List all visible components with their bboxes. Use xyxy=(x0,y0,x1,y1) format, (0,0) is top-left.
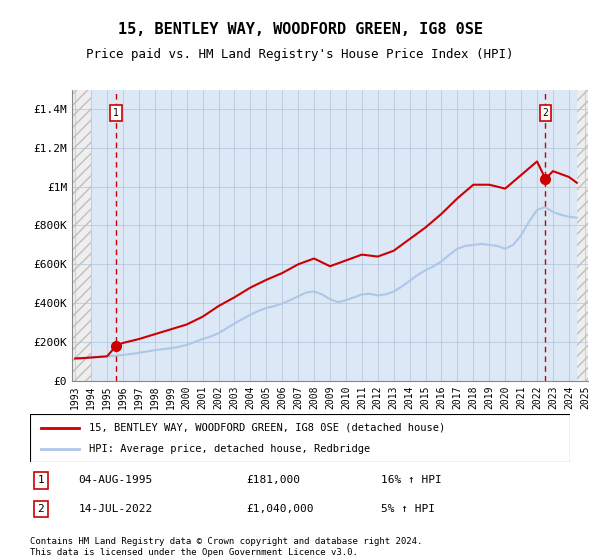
Text: 2: 2 xyxy=(542,108,548,118)
Text: 1: 1 xyxy=(37,475,44,485)
Text: 15, BENTLEY WAY, WOODFORD GREEN, IG8 0SE (detached house): 15, BENTLEY WAY, WOODFORD GREEN, IG8 0SE… xyxy=(89,423,446,433)
Text: HPI: Average price, detached house, Redbridge: HPI: Average price, detached house, Redb… xyxy=(89,444,371,454)
Bar xyxy=(72,90,91,381)
Text: 04-AUG-1995: 04-AUG-1995 xyxy=(79,475,153,485)
Text: 1: 1 xyxy=(113,108,119,118)
Text: 16% ↑ HPI: 16% ↑ HPI xyxy=(381,475,442,485)
Text: Price paid vs. HM Land Registry's House Price Index (HPI): Price paid vs. HM Land Registry's House … xyxy=(86,48,514,60)
Text: 15, BENTLEY WAY, WOODFORD GREEN, IG8 0SE: 15, BENTLEY WAY, WOODFORD GREEN, IG8 0SE xyxy=(118,22,482,38)
Text: This data is licensed under the Open Government Licence v3.0.: This data is licensed under the Open Gov… xyxy=(30,548,358,557)
Text: 2: 2 xyxy=(37,504,44,514)
Text: £1,040,000: £1,040,000 xyxy=(246,504,314,514)
Text: 5% ↑ HPI: 5% ↑ HPI xyxy=(381,504,435,514)
Text: Contains HM Land Registry data © Crown copyright and database right 2024.: Contains HM Land Registry data © Crown c… xyxy=(30,537,422,546)
Text: £181,000: £181,000 xyxy=(246,475,300,485)
Text: 14-JUL-2022: 14-JUL-2022 xyxy=(79,504,153,514)
Bar xyxy=(577,90,588,381)
FancyBboxPatch shape xyxy=(30,414,570,462)
